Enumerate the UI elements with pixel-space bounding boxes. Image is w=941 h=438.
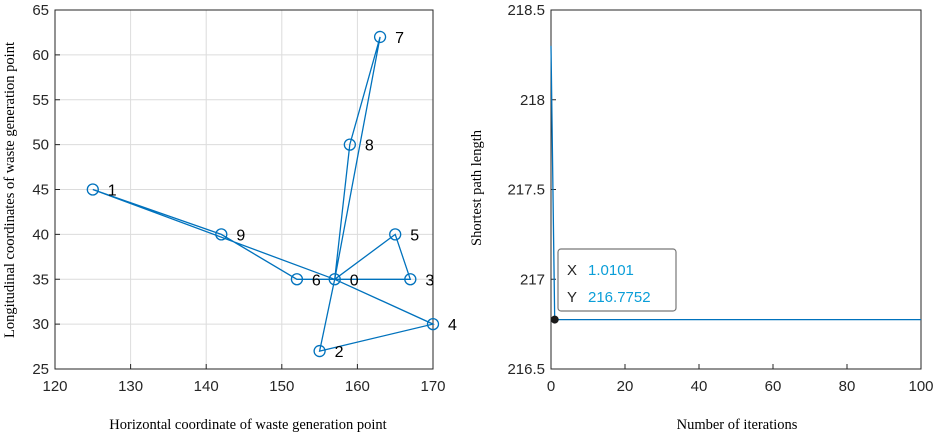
left-y-tick-label: 50 [32, 137, 49, 154]
left-x-axis-label: Horizontal coordinate of waste generatio… [109, 417, 386, 433]
waste-point-0 [328, 273, 341, 286]
left-x-tick-label: 150 [269, 378, 294, 395]
right-y-axis-label: Shortest path length [469, 129, 485, 246]
waste-point-label-8: 8 [365, 138, 374, 155]
left-x-tick-label: 130 [118, 378, 143, 395]
waste-point-label-2: 2 [335, 344, 344, 361]
right-series [550, 45, 921, 324]
right-x-tick-label: 80 [839, 378, 856, 395]
right-plot-frame [550, 9, 922, 370]
datatip-box [557, 248, 677, 312]
waste-point-label-4: 4 [448, 317, 457, 334]
waste-point-7 [373, 30, 387, 44]
datatip[interactable]: X 1.0101 Y 216.7752 [557, 248, 677, 312]
datatip-x-key: X [567, 262, 577, 279]
left-y-tick-label: 35 [32, 271, 49, 288]
left-y-tick-label: 65 [32, 2, 49, 19]
waste-point-3 [404, 273, 417, 286]
right-y-tick-label: 218 [520, 92, 545, 109]
datatip-y-value: 216.7752 [588, 289, 651, 306]
datatip-y-key: Y [567, 289, 577, 306]
waste-point-label-5: 5 [410, 227, 419, 244]
left-x-tick-label: 120 [42, 378, 67, 395]
left-y-tick-label: 30 [32, 316, 49, 333]
waste-point-6 [290, 273, 304, 286]
left-y-tick-label: 45 [32, 182, 49, 199]
waste-point-1 [86, 183, 99, 196]
waste-point-label-0: 0 [350, 272, 359, 289]
right-ticks: 0 20 40 60 80 100 216.5 217 217.5 218 218.5 [507, 2, 933, 395]
waste-point-label-1: 1 [108, 183, 117, 200]
right-y-tick-label: 217.5 [507, 182, 545, 199]
left-x-tick-label: 170 [420, 378, 445, 395]
waste-point-label-3: 3 [425, 272, 434, 289]
right-chart: 0 20 40 60 80 100 216.5 217 217.5 218 218.5 Number… [469, 2, 934, 433]
right-x-axis-label: Number of iterations [677, 417, 798, 433]
waste-point-9 [215, 228, 228, 241]
left-points: 0 1 2 3 4 5 6 7 8 9 [86, 30, 457, 361]
right-x-tick-label: 20 [617, 378, 634, 395]
waste-point-label-9: 9 [236, 227, 245, 244]
datatip-marker [550, 315, 559, 324]
left-y-tick-label: 25 [32, 361, 49, 378]
left-y-tick-label: 40 [32, 226, 49, 243]
datatip-x-value: 1.0101 [588, 262, 634, 279]
right-y-tick-label: 218.5 [507, 2, 545, 19]
waste-point-label-7: 7 [395, 30, 404, 47]
left-x-tick-label: 160 [345, 378, 370, 395]
left-y-tick-label: 60 [32, 47, 49, 64]
right-x-tick-label: 60 [765, 378, 782, 395]
left-route [92, 36, 435, 352]
right-x-tick-label: 100 [908, 378, 933, 395]
right-y-tick-label: 217 [520, 271, 545, 288]
waste-point-4 [426, 317, 440, 331]
waste-point-5 [389, 228, 402, 241]
left-y-tick-label: 55 [32, 92, 49, 109]
left-y-axis-label: Longitudinal coordinates of waste genera… [2, 42, 18, 338]
waste-point-2 [313, 344, 326, 358]
right-x-tick-label: 0 [547, 378, 555, 395]
route-line [92, 36, 435, 352]
waste-point-label-6: 6 [312, 272, 321, 289]
right-y-tick-label: 216.5 [507, 361, 545, 378]
right-x-tick-label: 40 [691, 378, 708, 395]
left-x-tick-label: 140 [194, 378, 219, 395]
waste-point-8 [343, 138, 356, 151]
